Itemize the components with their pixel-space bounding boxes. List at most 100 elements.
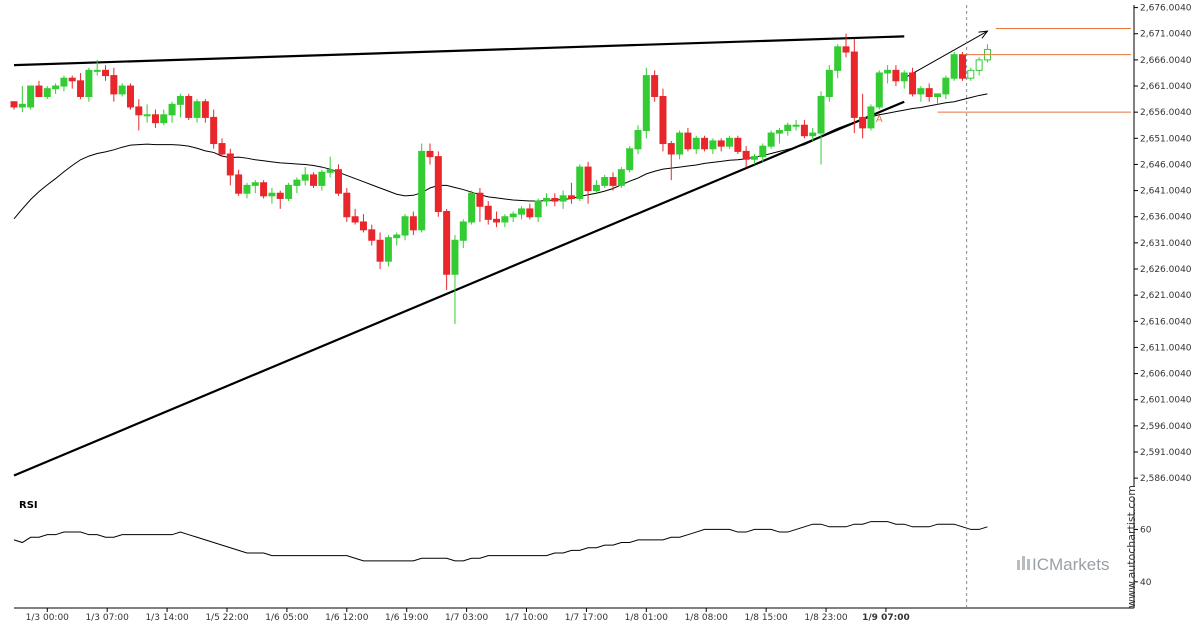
- price-tick-label: 2,671.0040: [1140, 30, 1192, 40]
- candle-body: [817, 95, 825, 134]
- rsi-panel: RSI 60 40: [13, 498, 1152, 608]
- candle-body: [376, 239, 384, 262]
- candle-body: [93, 69, 101, 72]
- time-tick-label: 1/7 10:00: [505, 613, 549, 623]
- candle-body: [110, 75, 118, 95]
- candle-body: [634, 129, 642, 150]
- candle-body: [235, 174, 243, 194]
- candle-body: [443, 211, 451, 275]
- candle-body: [301, 174, 309, 181]
- candle-body: [526, 208, 534, 218]
- price-tick-label: 2,651.0040: [1140, 134, 1192, 144]
- time-tick-label: 1/7 17:00: [565, 613, 609, 623]
- candle-body: [210, 116, 218, 145]
- price-tick-label: 2,616.0040: [1140, 317, 1192, 327]
- time-tick-label: 1/8 08:00: [685, 613, 729, 623]
- time-tick-label: 1/3 14:00: [145, 613, 189, 623]
- candle-body: [226, 153, 234, 176]
- price-tick-label: 2,621.0040: [1140, 291, 1192, 301]
- candle-body: [534, 200, 542, 218]
- price-tick-label: 2,606.0040: [1140, 370, 1192, 380]
- price-tick-label: 2,601.0040: [1140, 396, 1192, 406]
- trend-lines: [13, 30, 989, 477]
- candle-body: [784, 124, 792, 131]
- candle-body: [825, 69, 833, 97]
- price-tick-label: 2,666.0040: [1140, 56, 1192, 66]
- candle-body: [393, 234, 401, 239]
- key-level-layer: [937, 28, 1131, 113]
- candle-body: [10, 101, 18, 108]
- candle-body: [468, 192, 476, 223]
- candle-body: [359, 221, 367, 231]
- candle-body: [77, 80, 85, 97]
- candle-body: [251, 182, 259, 186]
- price-tick-label: 2,591.0040: [1140, 448, 1192, 458]
- time-tick-label: 1/8 15:00: [744, 613, 788, 623]
- candle-body: [884, 69, 892, 74]
- candle-body: [501, 216, 509, 223]
- candlestick-series: [10, 33, 991, 324]
- candle-body: [60, 77, 68, 87]
- price-axis-ticks: 2,676.0040 2,671.0040 2,666.0040 2,661.0040…: [1134, 4, 1192, 484]
- price-tick-label: 2,631.0040: [1140, 239, 1192, 249]
- candle-body: [750, 156, 758, 160]
- price-tick-label: 2,656.0040: [1140, 108, 1192, 118]
- candle-body: [509, 213, 517, 218]
- candle-body: [351, 216, 359, 223]
- candle-body: [493, 218, 501, 223]
- candle-body: [867, 106, 875, 129]
- candle-body: [809, 132, 817, 137]
- candle-body: [942, 77, 950, 95]
- time-tick-label: 1/9 07:00: [862, 613, 910, 623]
- candle-body: [584, 166, 592, 192]
- candle-body: [102, 69, 110, 77]
- rsi-series: [13, 521, 988, 562]
- candle-body: [559, 195, 567, 202]
- candle-body: [701, 137, 709, 150]
- candle-body: [842, 46, 850, 53]
- candle-body: [243, 184, 251, 194]
- candle-body: [667, 143, 675, 155]
- candle-body: [775, 129, 783, 134]
- candle-body: [185, 95, 193, 118]
- moving-average-line: [13, 93, 988, 220]
- candle-body: [18, 103, 26, 108]
- candle-body: [426, 150, 434, 158]
- candle-body: [476, 192, 484, 207]
- price-tick-label: 2,636.0040: [1140, 213, 1192, 223]
- rsi-tick-label: 40: [1140, 578, 1152, 588]
- time-tick-label: 1/8 23:00: [804, 613, 848, 623]
- candle-body: [958, 54, 966, 79]
- candle-body: [27, 85, 35, 108]
- price-tick-label: 2,611.0040: [1140, 343, 1192, 353]
- candle-body: [542, 197, 550, 202]
- candle-body: [285, 184, 293, 199]
- projected-candle-body: [967, 69, 975, 79]
- candle-body: [950, 54, 958, 79]
- candle-body: [409, 216, 417, 231]
- candle-body: [742, 150, 750, 160]
- candle-body: [334, 169, 342, 194]
- candle-body: [68, 77, 76, 82]
- candle-body: [909, 72, 917, 95]
- candle-body: [143, 114, 151, 117]
- candle-body: [418, 150, 426, 231]
- candle-body: [551, 197, 559, 202]
- candle-body: [276, 192, 284, 199]
- candle-body: [318, 171, 326, 186]
- candle-body: [626, 148, 634, 171]
- rsi-axis-ticks: 60 40: [1134, 525, 1152, 588]
- time-tick-label: 1/5 22:00: [205, 613, 249, 623]
- candle-body: [343, 192, 351, 218]
- candle-body: [609, 177, 617, 186]
- candle-body: [576, 166, 584, 199]
- candle-body: [934, 93, 942, 97]
- time-axis: 1/3 00:00 1/3 07:00 1/3 14:00 1/5 22:00 1/6 …: [14, 607, 1134, 623]
- candle-body: [35, 85, 43, 97]
- time-tick-label: 1/6 19:00: [385, 613, 429, 623]
- moving-average-layer: [13, 93, 988, 220]
- lower-trendline: [13, 100, 905, 477]
- candle-body: [792, 124, 800, 127]
- watermark-text: www.autochartist.com: [1125, 485, 1138, 608]
- candle-body: [151, 114, 159, 124]
